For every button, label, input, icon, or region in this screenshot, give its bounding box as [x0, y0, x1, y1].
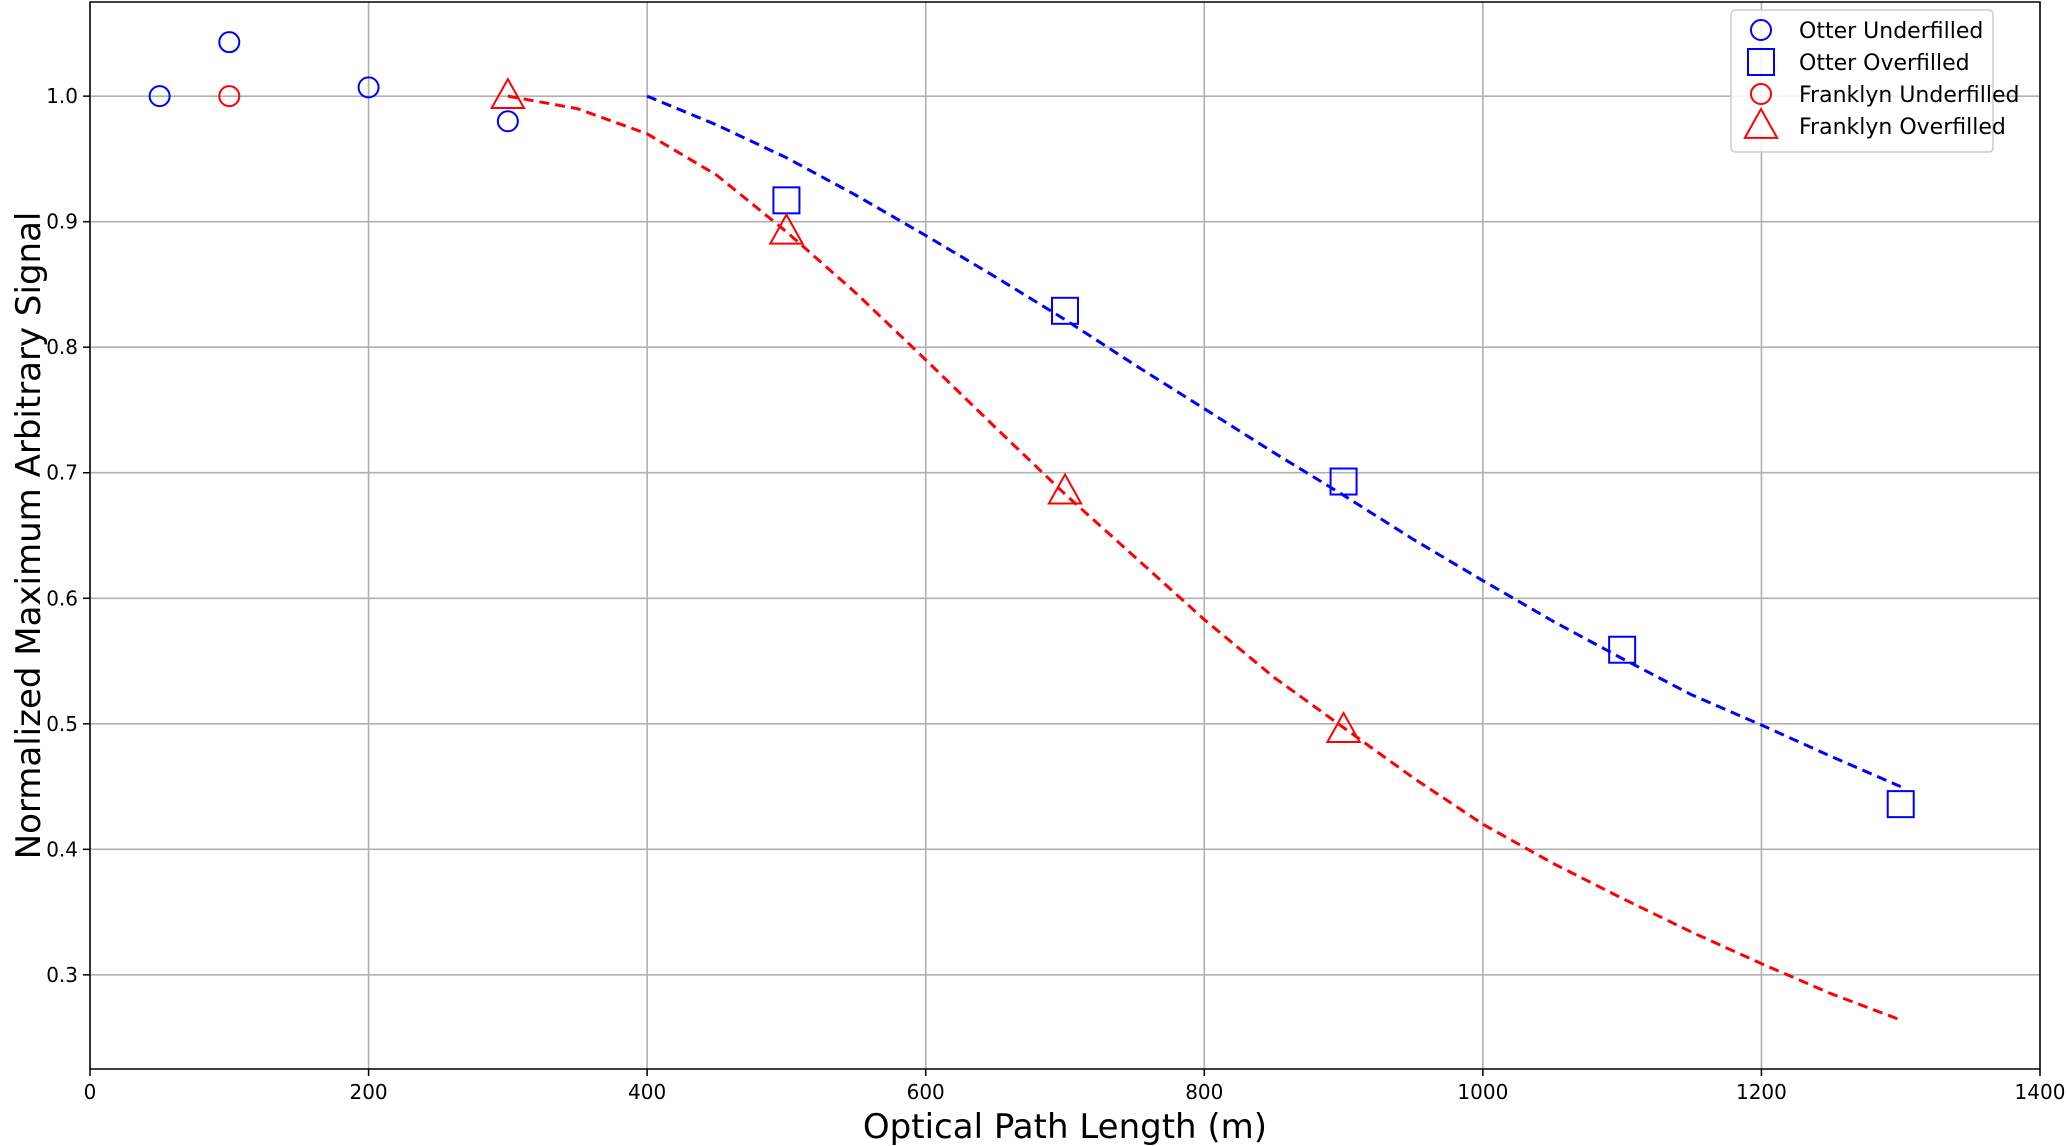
fit-lines [507, 94, 1902, 1022]
legend-entry-label: Otter Underfilled [1799, 19, 1983, 44]
legend-marker-circle [1750, 83, 1772, 105]
y-tick-label: 1.0 [46, 84, 78, 108]
x-tick-label: 800 [1185, 1080, 1223, 1104]
x-tick-label: 0 [84, 1080, 97, 1104]
data-point-square [1329, 467, 1358, 496]
data-point-triangle [1047, 472, 1083, 505]
data-point-square [772, 186, 801, 215]
plot-area-frame [89, 1, 2041, 1070]
data-point-triangle [768, 212, 805, 245]
data-point-triangle [1325, 711, 1362, 743]
data-point-circle [218, 85, 241, 108]
y-tick-label: 0.5 [46, 712, 78, 736]
x-tick-label: 200 [349, 1080, 387, 1104]
data-markers [148, 31, 1915, 819]
data-point-square [1051, 296, 1079, 325]
legend-marker-circle [1750, 19, 1772, 41]
legend-marker-square [1747, 48, 1775, 76]
x-axis-label: Optical Path Length (m) [863, 1107, 1267, 1146]
data-point-circle [218, 31, 241, 54]
y-tick-label: 0.3 [46, 963, 78, 987]
x-tick-label: 1000 [1457, 1080, 1508, 1104]
x-tick-label: 600 [907, 1080, 945, 1104]
y-tick-label: 0.9 [46, 210, 78, 234]
y-axis-ticks: 0.3 0.4 0.5 0.6 0.7 0.8 0.9 1.0 [46, 84, 90, 987]
y-tick-label: 0.6 [46, 586, 78, 610]
x-tick-label: 1400 [2015, 1080, 2066, 1104]
data-point-square [1608, 635, 1637, 664]
x-tick-label: 1200 [1736, 1080, 1787, 1104]
data-point-circle [496, 110, 519, 133]
fit-line [646, 94, 1902, 788]
data-point-circle [357, 76, 380, 99]
y-axis-label: Normalized Maximum Arbitrary Signal [9, 212, 49, 860]
y-tick-label: 0.7 [46, 461, 78, 485]
legend-box [1730, 9, 1994, 153]
grid [89, 2, 2041, 1069]
y-tick-label: 0.4 [46, 837, 78, 861]
legend-entry-label: Franklyn Overfilled [1799, 115, 2006, 140]
data-point-triangle [490, 77, 526, 110]
y-tick-label: 0.8 [46, 335, 78, 359]
legend-entry-label: Otter Overfilled [1799, 51, 1970, 76]
legend-marker-triangle [1743, 106, 1779, 139]
data-point-circle [148, 85, 171, 108]
x-axis-ticks: 0 200 400 600 800 1000 1200 1400 [84, 1069, 2066, 1104]
data-point-square [1886, 790, 1915, 819]
x-tick-label: 400 [628, 1080, 666, 1104]
fit-line [507, 94, 1902, 1022]
legend-entry-label: Franklyn Underfilled [1799, 83, 2020, 108]
legend: Otter Underfilled Otter Overfilled Frankly… [1730, 9, 2020, 153]
